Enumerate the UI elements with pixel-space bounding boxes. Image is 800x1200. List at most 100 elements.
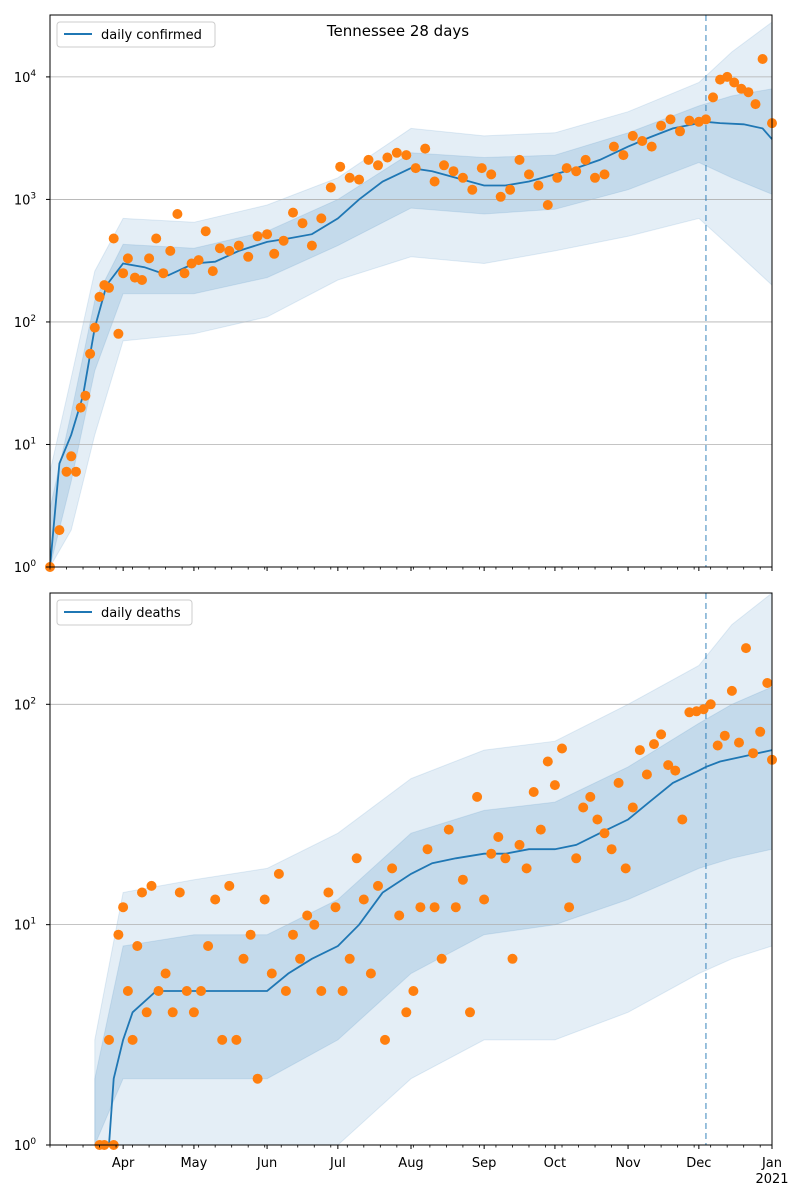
y-tick-label-base: 10 xyxy=(14,1139,31,1154)
observed-point xyxy=(61,466,72,477)
observed-point xyxy=(549,780,560,791)
observed-point xyxy=(755,726,766,737)
observed-point xyxy=(266,968,277,979)
observed-point xyxy=(542,756,553,767)
observed-point xyxy=(113,929,124,940)
observed-point xyxy=(608,141,619,152)
observed-point xyxy=(200,226,211,237)
observed-point xyxy=(507,953,518,964)
observed-point xyxy=(233,240,244,251)
observed-point xyxy=(708,92,718,103)
observed-point xyxy=(465,1007,475,1018)
observed-point xyxy=(297,218,308,229)
x-tick-year-label: 2021 xyxy=(755,1172,788,1187)
observed-point xyxy=(479,894,490,905)
observed-point xyxy=(280,986,291,996)
observed-point xyxy=(467,184,478,195)
observed-point xyxy=(309,919,320,930)
observed-point xyxy=(288,929,298,940)
observed-point xyxy=(422,844,433,855)
observed-point xyxy=(316,986,327,996)
x-tick-label: Jan xyxy=(761,1156,782,1171)
observed-point xyxy=(734,737,744,748)
observed-point xyxy=(698,704,709,715)
confirmed-legend: daily confirmed xyxy=(56,21,216,48)
observed-point xyxy=(457,172,468,183)
observed-point xyxy=(514,839,525,850)
observed-point xyxy=(210,894,221,905)
x-tick-label: Apr xyxy=(112,1156,135,1171)
observed-point xyxy=(203,941,214,951)
observed-point xyxy=(373,160,383,171)
legend-box xyxy=(56,21,216,48)
observed-point xyxy=(132,941,143,951)
observed-point xyxy=(712,740,723,751)
y-tick-label: 102 xyxy=(14,696,36,713)
y-tick-label-base: 10 xyxy=(14,561,31,576)
y-tick-label-exponent: 2 xyxy=(30,314,36,324)
observed-point xyxy=(401,150,412,161)
observed-point xyxy=(637,136,648,146)
observed-point xyxy=(429,902,440,913)
observed-point xyxy=(443,824,454,835)
observed-point xyxy=(578,802,589,813)
y-tick-label-base: 10 xyxy=(14,919,31,934)
observed-point xyxy=(75,402,86,413)
observed-point xyxy=(118,268,129,279)
y-tick-label: 102 xyxy=(14,314,36,331)
observed-point xyxy=(741,643,751,654)
observed-point xyxy=(137,275,147,285)
observed-point xyxy=(188,1007,199,1018)
y-tick-label: 100 xyxy=(14,1137,37,1154)
observed-point xyxy=(429,176,440,187)
observed-point xyxy=(181,986,192,996)
observed-point xyxy=(66,451,77,462)
observed-point xyxy=(238,953,249,964)
deaths-uncertainty-bands xyxy=(94,591,773,1146)
observed-point xyxy=(365,968,376,979)
observed-point xyxy=(592,814,603,825)
deaths-grid xyxy=(50,703,772,926)
observed-point xyxy=(700,114,711,125)
observed-point xyxy=(224,245,235,256)
observed-point xyxy=(415,902,426,913)
observed-point xyxy=(420,143,431,154)
observed-point xyxy=(337,986,348,996)
observed-point xyxy=(476,163,487,174)
observed-point xyxy=(196,986,206,996)
observed-point xyxy=(325,182,336,193)
observed-point xyxy=(620,863,631,874)
observed-point xyxy=(500,853,511,864)
y-tick-label-exponent: 1 xyxy=(30,917,36,927)
observed-point xyxy=(306,240,317,251)
observed-point xyxy=(245,929,256,940)
observed-point xyxy=(224,880,235,891)
observed-point xyxy=(354,174,365,185)
observed-point xyxy=(448,166,459,177)
observed-point xyxy=(748,748,759,759)
x-tick-label: Sep xyxy=(472,1156,497,1171)
legend-label-daily-confirmed: daily confirmed xyxy=(101,28,202,43)
observed-point xyxy=(391,147,402,158)
observed-point xyxy=(231,1034,242,1045)
observed-point xyxy=(743,87,754,98)
observed-point xyxy=(656,120,667,131)
x-tick-label: May xyxy=(180,1156,207,1171)
observed-point xyxy=(269,248,280,259)
y-tick-label-exponent: 4 xyxy=(30,69,36,79)
observed-point xyxy=(571,853,582,864)
observed-point xyxy=(252,1073,263,1084)
observed-point xyxy=(122,986,133,996)
observed-point xyxy=(571,166,582,177)
observed-point xyxy=(606,844,617,855)
x-tick-label: Jul xyxy=(329,1156,346,1171)
observed-point xyxy=(137,887,147,898)
observed-point xyxy=(762,678,773,688)
observed-point xyxy=(344,172,355,183)
observed-point xyxy=(656,729,667,740)
observed-point xyxy=(316,213,327,224)
observed-point xyxy=(495,191,506,202)
